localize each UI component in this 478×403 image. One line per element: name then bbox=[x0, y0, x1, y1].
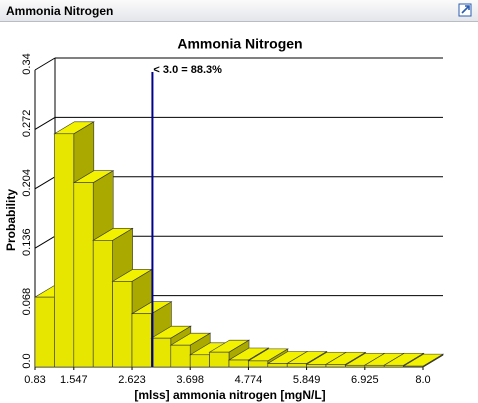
chart-title: Ammonia Nitrogen bbox=[177, 36, 302, 52]
popout-icon[interactable] bbox=[458, 3, 472, 17]
bar bbox=[54, 133, 75, 368]
grid-line-side bbox=[34, 176, 56, 190]
y-tick-label: 0.34 bbox=[21, 53, 33, 74]
bar bbox=[248, 360, 269, 368]
bar bbox=[383, 364, 404, 368]
bar bbox=[34, 296, 55, 368]
x-tick-label: 3.698 bbox=[176, 374, 204, 386]
bar bbox=[92, 240, 113, 368]
grid-line-side bbox=[34, 116, 56, 130]
x-tick-label: 5.849 bbox=[293, 374, 321, 386]
x-tick-label: 6.925 bbox=[351, 374, 379, 386]
bar bbox=[306, 364, 327, 368]
bar bbox=[73, 182, 94, 368]
bar bbox=[403, 365, 424, 368]
x-tick-label: 4.774 bbox=[235, 374, 263, 386]
x-tick-label: 0.83 bbox=[24, 374, 45, 386]
panel-header: Ammonia Nitrogen bbox=[0, 0, 478, 22]
bar bbox=[170, 344, 191, 368]
bar bbox=[228, 359, 249, 368]
bar bbox=[112, 281, 133, 368]
y-tick-label: 0.204 bbox=[21, 169, 33, 197]
y-tick-label: 0.068 bbox=[21, 288, 33, 316]
bar bbox=[286, 363, 307, 368]
bar bbox=[209, 351, 230, 368]
x-tick-label: 1.547 bbox=[60, 374, 88, 386]
bar bbox=[345, 364, 366, 368]
panel-title: Ammonia Nitrogen bbox=[6, 4, 114, 18]
threshold-label: < 3.0 = 88.3% bbox=[153, 64, 222, 76]
x-axis-title: [mlss] ammonia nitrogen [mgN/L] bbox=[134, 388, 325, 402]
bar bbox=[267, 363, 288, 368]
chart: Ammonia Nitrogen Probability [mlss] ammo… bbox=[4, 36, 445, 402]
y-tick-label: 0.0 bbox=[21, 353, 33, 368]
x-tick-label: 8.0 bbox=[415, 374, 430, 386]
grid-line-side bbox=[34, 57, 56, 71]
x-tick-label: 2.623 bbox=[118, 374, 146, 386]
bar bbox=[151, 337, 172, 368]
bar bbox=[364, 364, 385, 368]
bar bbox=[189, 354, 210, 368]
bar bbox=[325, 364, 346, 368]
y-tick-label: 0.136 bbox=[21, 228, 33, 256]
y-axis-title: Probability bbox=[4, 189, 18, 251]
grid-line-side bbox=[34, 235, 56, 249]
bar bbox=[131, 313, 152, 368]
y-tick-label: 0.272 bbox=[21, 110, 33, 138]
